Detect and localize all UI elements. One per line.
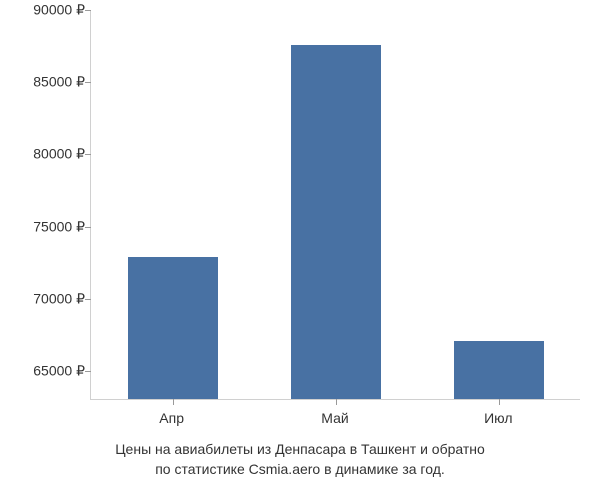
x-tick-mark bbox=[173, 399, 174, 405]
bar bbox=[291, 45, 381, 399]
caption-line1: Цены на авиабилеты из Денпасара в Ташкен… bbox=[115, 441, 485, 457]
y-tick-mark bbox=[85, 154, 91, 155]
x-tick-mark bbox=[336, 399, 337, 405]
y-tick-label: 65000 ₽ bbox=[33, 363, 85, 380]
y-tick-label: 80000 ₽ bbox=[33, 146, 85, 163]
plot-area bbox=[90, 10, 580, 400]
y-tick-mark bbox=[85, 371, 91, 372]
x-tick-mark bbox=[499, 399, 500, 405]
y-tick-mark bbox=[85, 299, 91, 300]
x-tick-label: Апр bbox=[159, 410, 184, 426]
y-tick-label: 85000 ₽ bbox=[33, 74, 85, 91]
y-tick-mark bbox=[85, 227, 91, 228]
chart-container: Цены на авиабилеты из Денпасара в Ташкен… bbox=[0, 0, 600, 500]
x-tick-label: Май bbox=[321, 410, 348, 426]
bar bbox=[128, 257, 218, 399]
y-tick-mark bbox=[85, 82, 91, 83]
x-tick-label: Июл bbox=[484, 410, 512, 426]
chart-caption: Цены на авиабилеты из Денпасара в Ташкен… bbox=[0, 440, 600, 479]
y-tick-label: 75000 ₽ bbox=[33, 218, 85, 235]
bar bbox=[454, 341, 544, 399]
y-tick-label: 90000 ₽ bbox=[33, 2, 85, 19]
y-tick-mark bbox=[85, 10, 91, 11]
y-tick-label: 70000 ₽ bbox=[33, 290, 85, 307]
caption-line2: по статистике Csmia.aero в динамике за г… bbox=[155, 461, 445, 477]
